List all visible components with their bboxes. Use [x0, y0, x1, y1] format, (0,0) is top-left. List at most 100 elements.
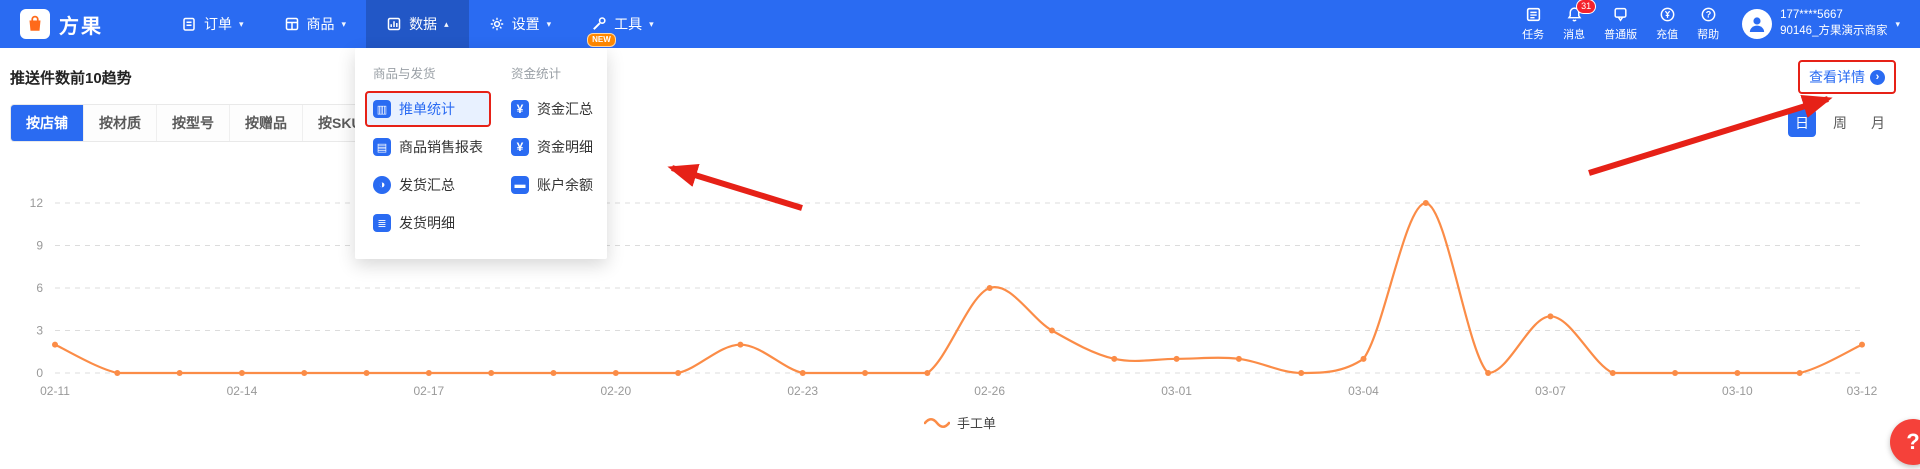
data-point [52, 341, 58, 348]
legend-line-icon [923, 417, 950, 428]
quick-item-tasks[interactable]: 任务 [1522, 6, 1544, 42]
dropdown-group-shipping: 商品与发货 ▥ 推单统计 ▤ 商品销售报表 ◑ 发货汇总 ≣ 发货明细 [359, 56, 497, 243]
x-axis-label: 03-10 [1722, 384, 1753, 398]
data-point [1111, 355, 1118, 362]
recharge-icon [1660, 7, 1675, 22]
data-point [1796, 370, 1803, 376]
x-axis-label: 02-17 [414, 384, 445, 398]
tab-by-gift[interactable]: 按赠品 [230, 105, 303, 141]
push-stats-icon: ▥ [373, 100, 391, 118]
quick-label: 任务 [1522, 29, 1545, 41]
nav-item-settings[interactable]: 设置 ▾ [469, 0, 572, 48]
data-point [1734, 370, 1741, 376]
quick-item-messages[interactable]: 31 消息 [1563, 0, 1597, 42]
tabs-row: 按店铺 按材质 按型号 按赠品 按SKU 日 周 月 [0, 104, 1920, 142]
nav-item-products[interactable]: 商品 ▾ [264, 0, 367, 48]
tab-by-sku[interactable]: 按SKU [318, 115, 362, 131]
shipping-detail-icon: ≣ [373, 214, 391, 232]
nav-item-data[interactable]: 数据 ▴ [366, 0, 469, 48]
dropdown-item-account-balance[interactable]: ▬ 账户余额 [503, 167, 601, 203]
quick-item-help[interactable]: ? 帮助 [1697, 6, 1719, 42]
dropdown-item-label: 账户余额 [537, 177, 593, 193]
period-day[interactable]: 日 [1788, 109, 1816, 137]
nav-item-tools[interactable]: 工具 ▾ NEW [571, 0, 674, 48]
dropdown-group-title: 商品与发货 [373, 67, 436, 81]
nav-item-orders[interactable]: 订单 ▾ [161, 0, 264, 48]
quick-item-version[interactable]: 普通版 [1604, 6, 1637, 42]
data-point [425, 370, 432, 376]
quick-item-recharge[interactable]: 充值 [1656, 6, 1678, 42]
data-point [612, 370, 619, 376]
nav-label: 商品 [306, 16, 335, 32]
help-float-button[interactable]: ? [1890, 419, 1920, 465]
dropdown-item-shipping-summary[interactable]: ◑ 发货汇总 [365, 167, 491, 203]
period-week[interactable]: 周 [1833, 115, 1847, 131]
nav-label: 数据 [409, 16, 438, 32]
user-phone: 177****5667 [1780, 9, 1843, 22]
tab-by-model[interactable]: 按型号 [157, 105, 230, 141]
dropdown-item-push-stats[interactable]: ▥ 推单统计 [365, 91, 491, 127]
new-badge: NEW [587, 33, 616, 47]
funds-detail-icon: ¥ [511, 138, 529, 156]
order-icon [183, 17, 195, 31]
x-axis-label: 02-20 [600, 384, 631, 398]
data-point [986, 285, 993, 291]
data-point [1360, 355, 1367, 362]
chart-legend[interactable]: 手工单 [0, 413, 1920, 432]
data-point [238, 370, 245, 376]
page-title: 推送件数前10趋势 [10, 69, 132, 87]
quick-label: 充值 [1656, 29, 1679, 41]
data-point [675, 370, 682, 376]
data-point [176, 370, 183, 376]
nav-label: 工具 [614, 16, 643, 32]
sales-report-icon: ▤ [373, 138, 391, 156]
chart-area: 0 3 6 9 12 02-11 02-14 02-17 02-20 02-23 02-26 03-0… [0, 148, 1920, 413]
x-axis-label: 02-26 [974, 384, 1005, 398]
main-content: 推送件数前10趋势 查看详情 › 按店铺 按材质 按型号 按赠品 按SKU 日 … [0, 48, 1920, 432]
dropdown-item-sales-report[interactable]: ▤ 商品销售报表 [365, 129, 491, 165]
dropdown-group-title: 资金统计 [511, 67, 562, 81]
data-point [1672, 370, 1679, 376]
data-point [799, 370, 806, 376]
y-axis-label: 12 [30, 196, 44, 210]
y-axis-label: 3 [36, 324, 43, 338]
quick-label: 帮助 [1697, 29, 1720, 41]
user-account: 90146_方果演示商家 [1780, 25, 1888, 37]
brand[interactable]: 方果 [20, 9, 103, 39]
account-balance-icon: ▬ [511, 176, 529, 194]
view-details-link[interactable]: 查看详情 › [1798, 60, 1896, 94]
tools-icon [593, 17, 606, 30]
help-icon: ? [1701, 7, 1716, 22]
question-icon: ? [1906, 429, 1920, 454]
view-details-label: 查看详情 [1809, 69, 1865, 85]
y-axis-label: 9 [36, 239, 43, 253]
data-point [1235, 355, 1242, 362]
message-count-badge: 31 [1576, 0, 1597, 14]
version-icon [1614, 7, 1627, 22]
x-axis-label: 03-04 [1348, 384, 1379, 398]
svg-text:?: ? [1705, 10, 1711, 20]
product-icon [285, 17, 298, 31]
arrow-right-icon: › [1870, 69, 1885, 85]
y-axis-label: 0 [36, 366, 43, 380]
main-nav: 订单 ▾ 商品 ▾ 数据 ▴ 设置 ▾ 工具 ▾ NEW [161, 0, 674, 48]
tab-by-shop[interactable]: 按店铺 [11, 105, 84, 141]
x-axis-label: 03-01 [1161, 384, 1192, 398]
topbar-right: 任务 31 消息 普通版 充值 ? 帮助 177****5667 90146_方… [1522, 0, 1900, 42]
period-toggle: 日 周 月 [1788, 109, 1892, 137]
tab-by-material[interactable]: 按材质 [84, 105, 157, 141]
data-point [862, 370, 869, 376]
quick-label: 普通版 [1604, 29, 1638, 41]
dropdown-group-funds: 资金统计 ¥ 资金汇总 ¥ 资金明细 ▬ 账户余额 [497, 56, 607, 243]
x-axis-label: 03-07 [1535, 384, 1566, 398]
dropdown-item-funds-summary[interactable]: ¥ 资金汇总 [503, 91, 601, 127]
data-point [550, 370, 557, 376]
data-point [1609, 370, 1616, 376]
period-month[interactable]: 月 [1871, 115, 1885, 131]
dropdown-item-funds-detail[interactable]: ¥ 资金明细 [503, 129, 601, 165]
dropdown-item-shipping-detail[interactable]: ≣ 发货明细 [365, 205, 491, 241]
chevron-down-icon: ▾ [546, 18, 552, 29]
user-menu[interactable]: 177****5667 90146_方果演示商家 ▾ [1742, 8, 1900, 39]
tasks-icon [1526, 7, 1540, 22]
data-point [488, 370, 495, 376]
